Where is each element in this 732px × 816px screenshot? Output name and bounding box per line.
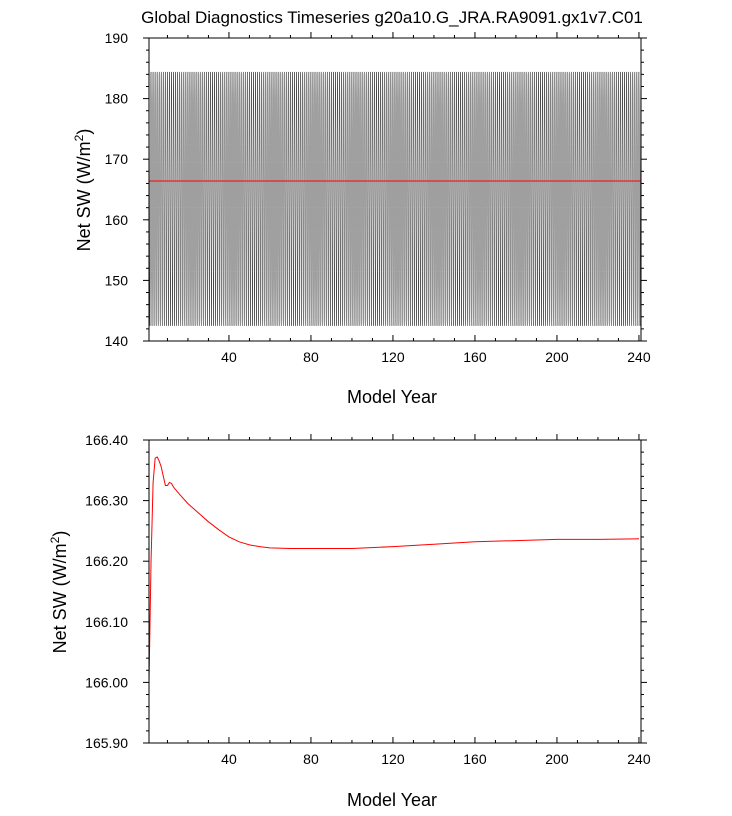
y-tick-label: 170 bbox=[105, 151, 129, 167]
y-tick-label: 180 bbox=[105, 91, 129, 107]
x-tick-label: 160 bbox=[463, 349, 487, 365]
plot-area-bottom bbox=[148, 456, 639, 683]
x-tick-label: 200 bbox=[545, 751, 569, 767]
y-axis-label-top-sup: 2 bbox=[72, 134, 86, 141]
y-tick-label: 150 bbox=[105, 272, 129, 288]
y-tick-label: 190 bbox=[105, 30, 129, 46]
y-tick-label: 166.30 bbox=[85, 493, 128, 509]
plot-frame-top bbox=[148, 37, 642, 342]
x-tick-label: 120 bbox=[381, 751, 405, 767]
x-axis-label-bottom: Model Year bbox=[347, 790, 437, 810]
x-tick-label: 80 bbox=[303, 751, 319, 767]
y-axis-label-top-text: Net SW (W/m bbox=[74, 141, 94, 251]
y-axis-label-bottom: Net SW (W/m2) bbox=[48, 531, 70, 654]
y-tick-label: 160 bbox=[105, 212, 129, 228]
x-tick-label: 160 bbox=[463, 751, 487, 767]
x-tick-label: 240 bbox=[627, 349, 651, 365]
panel-bottom: 40 80 120 160 200 240 165.90 166.00 166.10 166.20… bbox=[48, 432, 651, 810]
chart-title: Global Diagnostics Timeseries g20a10.G_J… bbox=[141, 8, 643, 27]
y-axis-label-top: Net SW (W/m2) bbox=[72, 129, 94, 252]
panel-top: 40 80 120 160 200 240 140 150 160 170 180 190 Model… bbox=[72, 30, 651, 407]
plot-area-top bbox=[148, 71, 642, 326]
y-axis-label-bottom-end: ) bbox=[50, 531, 70, 537]
series-line-monthly bbox=[148, 71, 642, 326]
x-tick-label: 40 bbox=[221, 349, 237, 365]
y-tick-label: 166.00 bbox=[85, 674, 128, 690]
x-tick-label: 40 bbox=[221, 751, 237, 767]
ticks-bottom: 40 80 120 160 200 240 165.90 166.00 166.10 166.20… bbox=[85, 432, 651, 767]
x-tick-label: 80 bbox=[303, 349, 319, 365]
series-line-annual-mean bbox=[148, 456, 639, 683]
ticks-top: 40 80 120 160 200 240 140 150 160 170 180 190 bbox=[105, 30, 651, 365]
y-axis-label-bottom-sup: 2 bbox=[48, 536, 62, 543]
y-axis-label-bottom-text: Net SW (W/m bbox=[50, 543, 70, 653]
y-tick-label: 140 bbox=[105, 333, 129, 349]
x-tick-label: 240 bbox=[627, 751, 651, 767]
y-tick-label: 165.90 bbox=[85, 735, 128, 751]
y-tick-label: 166.20 bbox=[85, 553, 128, 569]
x-axis-label-top: Model Year bbox=[347, 387, 437, 407]
y-tick-label: 166.40 bbox=[85, 432, 128, 448]
x-tick-label: 200 bbox=[545, 349, 569, 365]
x-tick-label: 120 bbox=[381, 349, 405, 365]
y-axis-label-top-end: ) bbox=[74, 129, 94, 135]
y-tick-label: 166.10 bbox=[85, 614, 128, 630]
plot-frame-bottom bbox=[148, 439, 642, 744]
